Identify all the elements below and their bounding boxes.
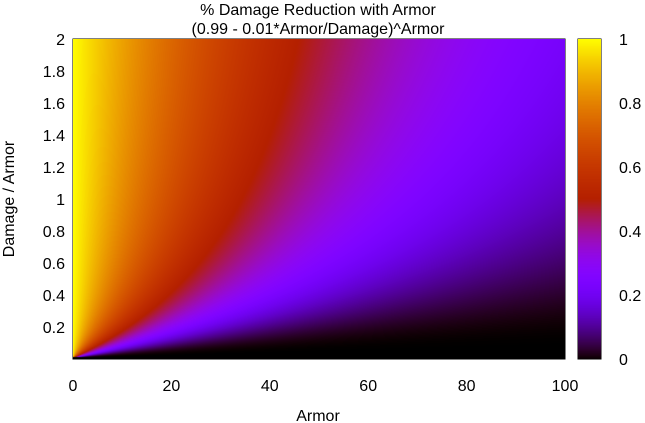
y-tick-label: 2 <box>56 32 65 49</box>
x-tick-label: 20 <box>163 378 181 395</box>
y-tick-label: 1.6 <box>43 96 65 113</box>
chart-subtitle: (0.99 - 0.01*Armor/Damage)^Armor <box>192 21 446 38</box>
y-tick-label: 0.2 <box>43 320 65 337</box>
x-tick-label: 80 <box>458 378 476 395</box>
colorbar-tick-label: 1 <box>619 32 628 49</box>
y-tick-label: 0.8 <box>43 224 65 241</box>
colorbar-tick-label: 0.2 <box>619 288 641 305</box>
heatmap-surface <box>73 39 565 359</box>
y-tick-label: 1 <box>56 192 65 209</box>
colorbar-axis: 0 0.2 0.4 0.6 0.8 1 <box>578 32 641 369</box>
x-axis-label: Armor <box>296 408 340 423</box>
colorbar-tick-label: 0.8 <box>619 96 641 113</box>
y-axis: 0.2 0.4 0.6 0.8 1 1.2 1.4 1.6 1.8 2 <box>43 32 565 337</box>
y-tick-label: 1.2 <box>43 160 65 177</box>
y-tick-label: 1.4 <box>43 128 65 145</box>
x-axis: 0 20 40 60 80 100 <box>69 39 579 395</box>
y-axis-label: Damage / Armor <box>1 140 18 257</box>
x-tick-label: 40 <box>261 378 279 395</box>
y-tick-label: 1.8 <box>43 64 65 81</box>
chart-title: % Damage Reduction with Armor <box>200 2 436 19</box>
colorbar-tick-label: 0.4 <box>619 224 641 241</box>
x-tick-label: 60 <box>359 378 377 395</box>
y-tick-label: 0.6 <box>43 256 65 273</box>
colorbar-tick-label: 0 <box>619 352 628 369</box>
colorbar <box>578 39 601 359</box>
colorbar-tick-label: 0.6 <box>619 160 641 177</box>
x-tick-label: 0 <box>69 378 78 395</box>
x-tick-label: 100 <box>552 378 579 395</box>
y-tick-label: 0.4 <box>43 288 65 305</box>
